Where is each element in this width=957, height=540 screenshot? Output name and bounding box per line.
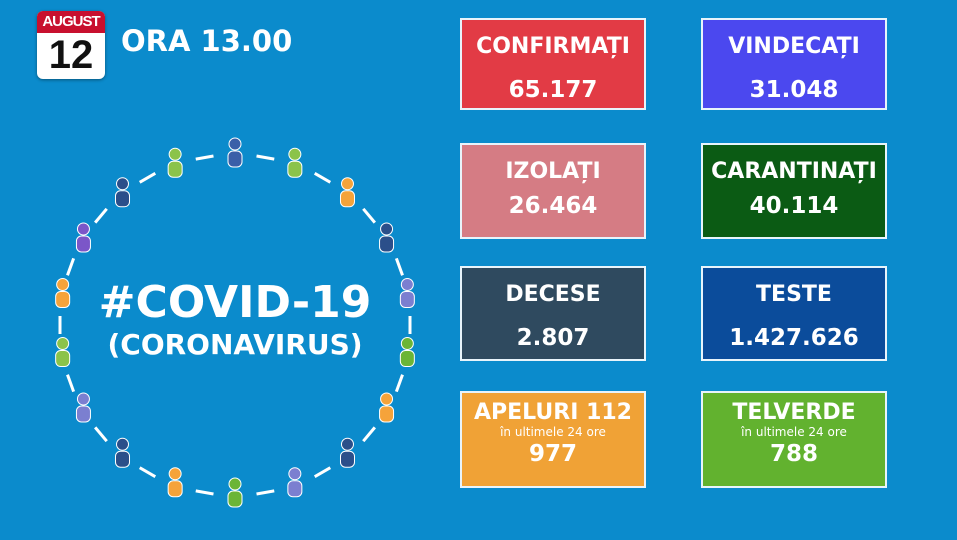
person-icon (339, 177, 355, 208)
person-icon (379, 392, 395, 423)
double-arrow-icon (362, 207, 376, 224)
double-arrow-icon (362, 426, 376, 443)
stat-telverde: TELVERDE în ultimele 24 ore 788 (701, 391, 887, 488)
stat-label: APELURI 112 (474, 400, 632, 425)
person-icon (287, 467, 303, 498)
stat-value: 788 (769, 441, 818, 467)
stat-value: 31.048 (749, 77, 839, 103)
stat-deaths: DECESE 2.807 (460, 266, 646, 361)
covid-title: #COVID-19 (CORONAVIRUS) (60, 278, 410, 362)
double-arrow-icon (195, 489, 214, 496)
stat-value: 65.177 (508, 77, 598, 103)
person-icon (339, 437, 355, 468)
stat-quarantined: CARANTINAȚI 40.114 (701, 143, 887, 239)
stat-label: DECESE (505, 282, 601, 307)
double-arrow-icon (394, 257, 404, 276)
double-arrow-icon (94, 207, 108, 224)
person-icon (227, 137, 243, 168)
person-icon (75, 222, 91, 253)
double-arrow-icon (313, 171, 332, 184)
calendar-icon: AUGUST 12 (37, 11, 105, 79)
stat-value: 2.807 (516, 325, 590, 351)
double-arrow-icon (66, 257, 76, 276)
people-ring-illustration (55, 137, 415, 508)
double-arrow-icon (195, 154, 214, 161)
person-icon (167, 147, 183, 178)
person-icon (55, 277, 71, 308)
stat-label: CONFIRMAȚI (476, 34, 630, 59)
stat-label: TESTE (756, 282, 832, 307)
covid-title-main: #COVID-19 (98, 277, 372, 328)
double-arrow-icon (256, 489, 275, 496)
double-arrow-icon (394, 374, 404, 393)
stat-label: CARANTINAȚI (711, 159, 877, 184)
stat-sublabel: în ultimele 24 ore (741, 425, 847, 439)
stat-tests: TESTE 1.427.626 (701, 266, 887, 361)
stat-value: 26.464 (508, 193, 598, 219)
time-label: ORA 13.00 (121, 24, 293, 58)
person-icon (55, 337, 71, 368)
stat-calls-112: APELURI 112 în ultimele 24 ore 977 (460, 391, 646, 488)
person-icon (399, 277, 415, 308)
person-icon (287, 147, 303, 178)
person-icon (399, 337, 415, 368)
double-arrow-icon (94, 426, 108, 443)
stat-label: VINDECAȚI (728, 34, 860, 59)
stat-label: IZOLAȚI (505, 159, 601, 184)
stat-value: 1.427.626 (729, 325, 859, 351)
stat-label: TELVERDE (732, 400, 856, 425)
double-arrow-icon (313, 466, 332, 479)
double-arrow-icon (256, 154, 275, 161)
person-icon (379, 222, 395, 253)
person-icon (167, 467, 183, 498)
double-arrow-icon (138, 171, 157, 184)
double-arrow-icon (66, 374, 76, 393)
stat-recovered: VINDECAȚI 31.048 (701, 18, 887, 110)
person-icon (115, 177, 131, 208)
person-icon (115, 437, 131, 468)
stat-isolated: IZOLAȚI 26.464 (460, 143, 646, 239)
calendar-day: 12 (48, 33, 94, 77)
stat-sublabel: în ultimele 24 ore (500, 425, 606, 439)
person-icon (75, 392, 91, 423)
stat-value: 977 (528, 441, 577, 467)
person-icon (227, 477, 243, 508)
double-arrow-icon (138, 466, 157, 479)
calendar-month: AUGUST (37, 11, 105, 33)
stat-value: 40.114 (749, 193, 839, 219)
stat-confirmed: CONFIRMAȚI 65.177 (460, 18, 646, 110)
covid-title-sub: (CORONAVIRUS) (107, 328, 363, 361)
